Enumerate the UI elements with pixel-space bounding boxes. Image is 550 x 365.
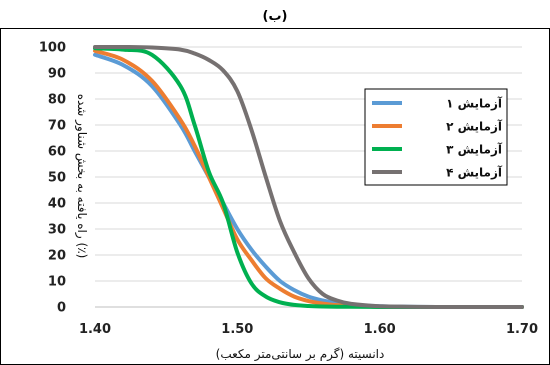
y-tick-label: 50	[48, 171, 66, 186]
y-tick-label: 10	[48, 275, 66, 290]
x-tick-labels: 1.40 1.50 1.60 1.70	[79, 322, 538, 337]
legend-label-1: آزمایش ۱	[446, 96, 503, 111]
y-axis-label: راه یافته به بخش شناور شده (٪)	[74, 94, 89, 259]
y-tick-label: 80	[48, 93, 66, 108]
x-tick-label: 1.50	[221, 322, 253, 337]
y-tick-label: 60	[48, 145, 66, 160]
y-tick-label: 100	[39, 41, 66, 56]
y-tick-label: 0	[57, 301, 66, 316]
y-tick-label: 20	[48, 249, 66, 264]
legend-label-4: آزمایش ۴	[446, 165, 503, 180]
y-tick-label: 40	[48, 197, 66, 212]
y-tick-labels: 0 10 20 30 40 50 60 70 80 90 100	[39, 41, 66, 316]
y-tick-label: 30	[48, 223, 66, 238]
series-line-4	[93, 44, 524, 310]
y-tick-label: 90	[48, 67, 66, 82]
x-axis-label: دانسیته (گرم بر سانتی‌متر مکعب)	[216, 347, 385, 362]
legend-label-3: آزمایش ۳	[446, 142, 503, 157]
x-tick-label: 1.70	[506, 322, 538, 337]
x-tick-label: 1.60	[364, 322, 396, 337]
y-tick-label: 70	[48, 119, 66, 134]
series-lines	[93, 44, 524, 310]
chart-title: (ب)	[263, 9, 288, 24]
legend: آزمایش ۱ آزمایش ۲ آزمایش ۳ آزمایش ۴	[364, 88, 508, 186]
legend-label-2: آزمایش ۲	[446, 119, 503, 134]
x-tick-label: 1.40	[79, 322, 111, 337]
